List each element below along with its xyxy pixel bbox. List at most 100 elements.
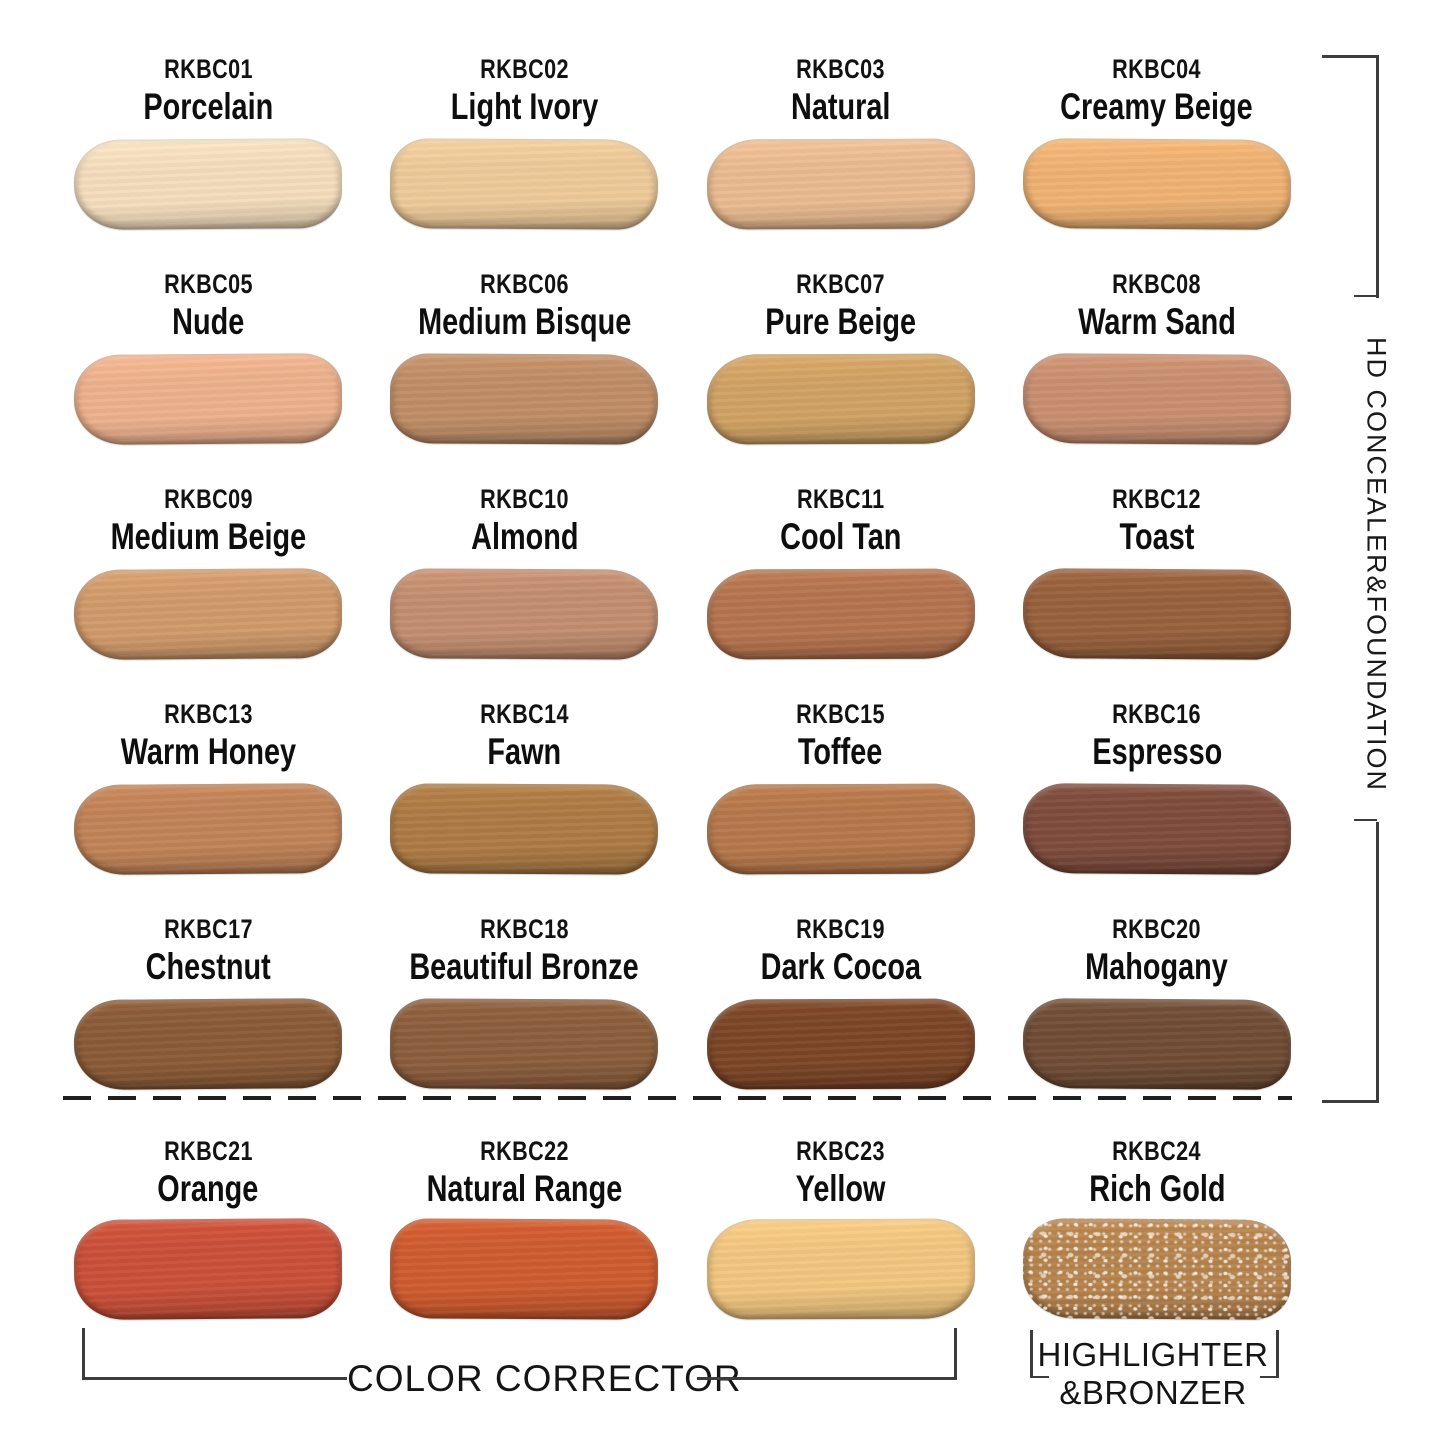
shade-code: RKBC24 xyxy=(1112,1136,1202,1166)
shade-code: RKBC18 xyxy=(479,914,569,944)
shade-cell-rkbc15: RKBC15 Toffee xyxy=(683,687,999,902)
shade-name: Pure Beige xyxy=(765,301,917,342)
shade-code: RKBC03 xyxy=(796,54,886,84)
shade-code: RKBC23 xyxy=(796,1136,886,1166)
shade-code: RKBC02 xyxy=(479,54,569,84)
shade-name: Porcelain xyxy=(143,86,274,127)
shade-swatch-rkbc17 xyxy=(73,998,343,1090)
color-corrector-bracket-right-tick xyxy=(954,1328,957,1380)
shade-swatch-rkbc19 xyxy=(706,998,975,1090)
shade-cell-rkbc05: RKBC05 Nude xyxy=(50,257,366,472)
shade-cell-rkbc20: RKBC20 Mahogany xyxy=(999,902,1315,1117)
shade-name: Almond xyxy=(470,516,579,557)
shade-swatch-rkbc18 xyxy=(390,998,659,1090)
shade-cell-rkbc09: RKBC09 Medium Beige xyxy=(50,472,366,687)
shade-cell-rkbc16: RKBC16 Espresso xyxy=(999,687,1315,902)
shade-cell-rkbc04: RKBC04 Creamy Beige xyxy=(999,42,1315,257)
right-bracket-bottom xyxy=(1322,1100,1379,1103)
color-corrector-bracket-right-line xyxy=(697,1377,957,1380)
shade-name: Light Ivory xyxy=(450,86,599,127)
shade-name: Chestnut xyxy=(145,946,271,987)
shade-code: RKBC07 xyxy=(796,269,886,299)
shade-swatch-rkbc06 xyxy=(390,353,659,445)
shade-name: Medium Bisque xyxy=(417,301,632,342)
shade-code: RKBC17 xyxy=(163,914,253,944)
shade-cell-rkbc02: RKBC02 Light Ivory xyxy=(366,42,682,257)
shade-name: Toast xyxy=(1119,516,1195,557)
shade-name: Warm Sand xyxy=(1078,301,1236,342)
shade-swatch-rkbc10 xyxy=(390,568,659,660)
right-bracket-upper-line xyxy=(1376,55,1379,298)
shade-name: Toffee xyxy=(798,731,883,772)
shade-code: RKBC13 xyxy=(163,699,253,729)
shade-name: Beautiful Bronze xyxy=(409,946,640,987)
shade-swatch-rkbc22 xyxy=(390,1218,659,1320)
shade-cell-rkbc23: RKBC23 Yellow xyxy=(683,1124,999,1356)
shade-code: RKBC08 xyxy=(1112,269,1202,299)
shade-code: RKBC05 xyxy=(163,269,253,299)
shade-swatch-rkbc14 xyxy=(390,783,659,875)
shade-name: Mahogany xyxy=(1085,946,1229,987)
shade-code: RKBC11 xyxy=(796,484,885,514)
shade-swatch-rkbc07 xyxy=(706,353,975,445)
highlighter-bronzer-label-line2: &BRONZER xyxy=(1059,1374,1247,1411)
shade-cell-rkbc22: RKBC22 Natural Range xyxy=(366,1124,682,1356)
shade-name: Cool Tan xyxy=(779,516,902,557)
shade-name: Espresso xyxy=(1091,731,1222,772)
shade-cell-rkbc12: RKBC12 Toast xyxy=(999,472,1315,687)
shade-code: RKBC06 xyxy=(479,269,569,299)
shade-cell-rkbc17: RKBC17 Chestnut xyxy=(50,902,366,1117)
shade-cell-rkbc14: RKBC14 Fawn xyxy=(366,687,682,902)
shade-code: RKBC12 xyxy=(1112,484,1202,514)
shade-code: RKBC19 xyxy=(796,914,886,944)
shade-cell-rkbc03: RKBC03 Natural xyxy=(683,42,999,257)
shade-code: RKBC20 xyxy=(1112,914,1202,944)
shade-name: Rich Gold xyxy=(1088,1168,1226,1209)
shade-name: Natural xyxy=(790,86,891,127)
shade-cell-rkbc13: RKBC13 Warm Honey xyxy=(50,687,366,902)
shade-code: RKBC09 xyxy=(163,484,253,514)
shade-swatch-rkbc15 xyxy=(706,783,975,875)
shade-name: Dark Cocoa xyxy=(760,946,921,987)
shade-name: Warm Honey xyxy=(120,731,296,772)
shade-cell-rkbc11: RKBC11 Cool Tan xyxy=(683,472,999,687)
right-bracket-lower-tick xyxy=(1354,819,1377,821)
shade-code: RKBC10 xyxy=(479,484,569,514)
right-bracket-upper-tick xyxy=(1354,295,1377,297)
shade-cell-rkbc21: RKBC21 Orange xyxy=(50,1124,366,1356)
highlighter-bronzer-label: HIGHLIGHTER &BRONZER xyxy=(1028,1336,1278,1412)
hd-concealer-foundation-label: HD CONCEALER&FOUNDATION xyxy=(1361,337,1392,793)
shade-name: Natural Range xyxy=(426,1168,623,1209)
shade-swatch-rkbc03 xyxy=(706,138,975,230)
shade-swatch-rkbc23 xyxy=(706,1218,975,1320)
color-corrector-bracket-left-tick xyxy=(82,1328,85,1380)
shade-name: Yellow xyxy=(795,1168,886,1209)
shade-code: RKBC22 xyxy=(479,1136,569,1166)
shade-swatch-rkbc24 xyxy=(1022,1218,1292,1320)
right-bracket-top xyxy=(1322,55,1379,58)
shade-swatch-rkbc12 xyxy=(1022,568,1292,660)
shade-cell-rkbc07: RKBC07 Pure Beige xyxy=(683,257,999,472)
shade-code: RKBC01 xyxy=(163,54,253,84)
shade-cell-rkbc19: RKBC19 Dark Cocoa xyxy=(683,902,999,1117)
shade-cell-rkbc06: RKBC06 Medium Bisque xyxy=(366,257,682,472)
shade-cell-rkbc01: RKBC01 Porcelain xyxy=(50,42,366,257)
shade-name: Creamy Beige xyxy=(1060,86,1254,127)
shade-cell-rkbc08: RKBC08 Warm Sand xyxy=(999,257,1315,472)
shade-code: RKBC15 xyxy=(796,699,886,729)
highlighter-bracket-right-corner xyxy=(1260,1330,1279,1378)
shade-cell-rkbc10: RKBC10 Almond xyxy=(366,472,682,687)
highlighter-bronzer-label-line1: HIGHLIGHTER xyxy=(1037,1336,1269,1373)
shade-cell-rkbc18: RKBC18 Beautiful Bronze xyxy=(366,902,682,1117)
shade-swatch-rkbc21 xyxy=(73,1218,343,1320)
shade-code: RKBC04 xyxy=(1112,54,1202,84)
shade-code: RKBC16 xyxy=(1112,699,1202,729)
shade-swatch-rkbc05 xyxy=(73,353,343,445)
color-corrector-bracket-left-line xyxy=(82,1377,347,1380)
shade-swatch-rkbc20 xyxy=(1022,998,1292,1090)
shade-cell-rkbc24: RKBC24 Rich Gold xyxy=(999,1124,1315,1356)
shade-swatch-rkbc08 xyxy=(1022,353,1292,445)
shade-name: Medium Beige xyxy=(110,516,306,557)
shade-name: Nude xyxy=(172,301,245,342)
